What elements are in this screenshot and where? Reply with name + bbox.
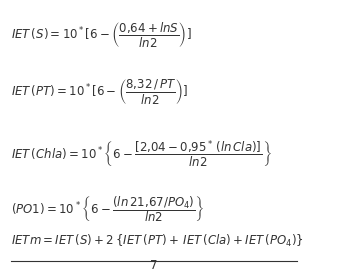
Text: $IET\,(S) = 10^*[6 - \left(\dfrac{0{,}64 + lnS}{ln2}\right)]$: $IET\,(S) = 10^*[6 - \left(\dfrac{0{,}64… (11, 21, 191, 50)
Text: $IETm= IET\,(S)+ 2\,\{IET\,(PT)+\,IET\,(Cla)+IET\,(PO_4)\}$: $IETm= IET\,(S)+ 2\,\{IET\,(PT)+\,IET\,(… (11, 233, 304, 249)
Text: $IET\,(PT) = 10^*[6 - \left(\dfrac{8{,}32\,/\,PT}{ln2}\right)]$: $IET\,(PT) = 10^*[6 - \left(\dfrac{8{,}3… (11, 78, 188, 108)
Text: $(PO1) = 10^*\left\{6 - \dfrac{(ln\,21{,}67/PO_4)}{ln2}\right\}$: $(PO1) = 10^*\left\{6 - \dfrac{(ln\,21{,… (11, 194, 204, 224)
Text: $IET\,(Chla) = 10^*\left\{6 - \dfrac{[2{,}04 - 0{,}95^*\,(ln\,Cla)]}{ln2}\right\: $IET\,(Chla) = 10^*\left\{6 - \dfrac{[2{… (11, 139, 271, 170)
Text: 7: 7 (150, 259, 158, 272)
